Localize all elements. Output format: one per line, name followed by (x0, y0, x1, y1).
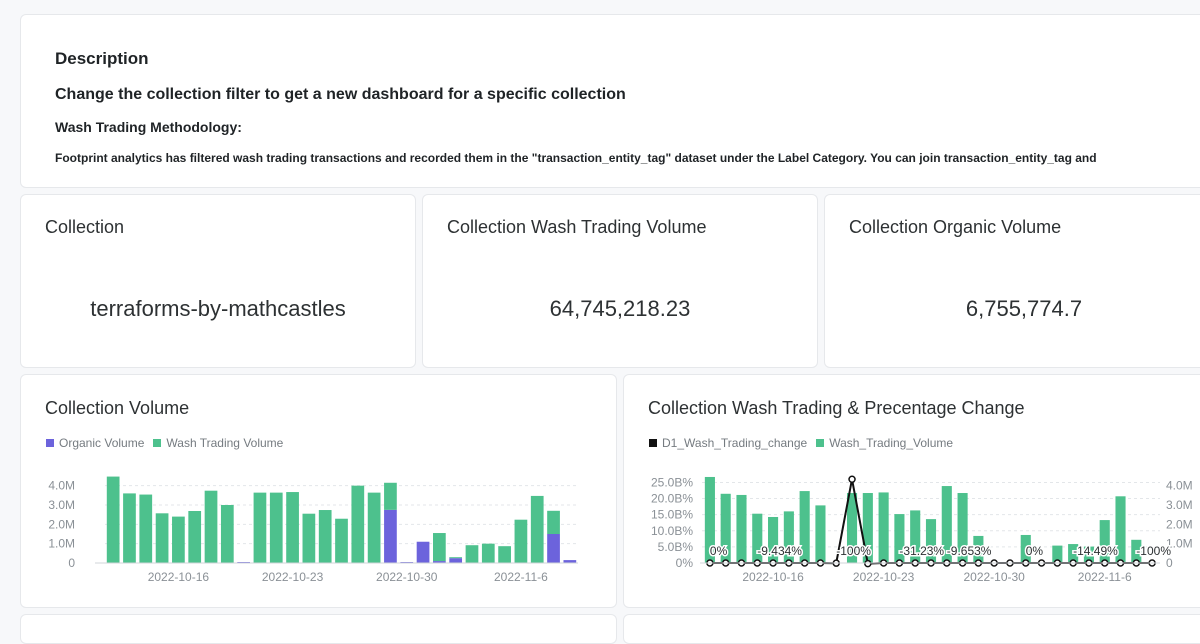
legend-swatch-change (649, 439, 657, 447)
bar-wash (449, 557, 462, 558)
kpi-value: 6,755,774.7 (825, 296, 1200, 322)
kpi-value: 64,745,218.23 (423, 296, 817, 322)
kpi-title: Collection Organic Volume (849, 217, 1061, 238)
line-point (865, 561, 871, 567)
y-tick-label: 0 (68, 556, 75, 570)
bar-wash (498, 546, 511, 562)
y-tick-label: 4.0M (48, 479, 75, 493)
bar-wash (482, 544, 495, 563)
legend-swatch-organic (46, 439, 54, 447)
data-label: 0% (710, 544, 728, 558)
legend-label-wash[interactable]: Wash Trading Volume (166, 436, 283, 450)
y-right-tick-label: 0 (1166, 556, 1173, 570)
data-label: -100% (1136, 544, 1171, 558)
y-left-tick-label: 25.0B% (651, 475, 693, 489)
data-label: -31.23% (899, 544, 944, 558)
x-tick-label: 2022-10-16 (742, 570, 804, 584)
bar-wash (286, 492, 299, 563)
chart-title: Collection Wash Trading & Precentage Cha… (648, 398, 1025, 419)
bar-wash (221, 505, 234, 563)
legend-swatch-wash (153, 439, 161, 447)
y-tick-label: 3.0M (48, 498, 75, 512)
line-point (849, 476, 855, 482)
methodology-title: Wash Trading Methodology: (55, 119, 1185, 135)
bar-organic (449, 558, 462, 563)
bar-wash (368, 493, 381, 563)
y-tick-label: 2.0M (48, 517, 75, 531)
bar-wash (270, 493, 283, 563)
data-label: -9.434% (757, 544, 802, 558)
data-label: -14.49% (1073, 544, 1118, 558)
x-tick-label: 2022-10-23 (853, 570, 915, 584)
bar-wash (736, 495, 746, 563)
bar-wash (466, 545, 479, 562)
chart-legend: Organic Volume Wash Trading Volume (46, 436, 292, 450)
kpi-title: Collection Wash Trading Volume (447, 217, 706, 238)
x-tick-label: 2022-10-30 (963, 570, 1025, 584)
y-tick-label: 1.0M (48, 537, 75, 551)
bar-organic (417, 542, 430, 563)
bar-organic (384, 510, 397, 563)
bar-organic (547, 534, 560, 563)
bar-wash (139, 495, 152, 563)
x-tick-label: 2022-10-30 (376, 570, 438, 584)
bar-wash (433, 533, 446, 561)
bar-wash (335, 519, 348, 563)
bar-wash (156, 513, 169, 562)
y-left-tick-label: 15.0B% (651, 508, 693, 522)
y-left-tick-label: 5.0B% (658, 540, 694, 554)
bar-wash (879, 492, 889, 563)
legend-label-change[interactable]: D1_Wash_Trading_change (662, 436, 807, 450)
kpi-collection-card: Collection terraforms-by-mathcastles (20, 194, 416, 368)
y-left-tick-label: 10.0B% (651, 524, 693, 538)
description-subheading: Change the collection filter to get a ne… (55, 86, 1185, 104)
methodology-body: Footprint analytics has filtered wash tr… (55, 149, 1135, 166)
x-tick-label: 2022-11-6 (1078, 570, 1132, 584)
description-heading: Description (55, 49, 1185, 69)
y-right-tick-label: 4.0M (1166, 479, 1193, 493)
bar-wash (351, 486, 364, 563)
bar-wash (188, 511, 201, 563)
legend-label-wash[interactable]: Wash_Trading_Volume (829, 436, 953, 450)
data-label: 0% (1026, 544, 1044, 558)
y-right-tick-label: 3.0M (1166, 498, 1193, 512)
next-card-right (623, 614, 1200, 644)
y-left-tick-label: 0% (676, 556, 694, 570)
legend-swatch-wash (816, 439, 824, 447)
bar-wash (319, 510, 332, 563)
description-card: Description Change the collection filter… (20, 14, 1200, 188)
x-tick-label: 2022-11-6 (494, 570, 548, 584)
bar-wash (815, 505, 825, 563)
bar-wash (107, 477, 120, 563)
kpi-value: terraforms-by-mathcastles (21, 296, 415, 322)
y-right-tick-label: 2.0M (1166, 517, 1193, 531)
kpi-title: Collection (45, 217, 124, 238)
kpi-wash-volume-card: Collection Wash Trading Volume 64,745,21… (422, 194, 818, 368)
bar-wash (515, 520, 528, 563)
bar-wash (205, 491, 218, 563)
next-card-left (20, 614, 617, 644)
collection-volume-card: 0 1.0M 2.0M 3.0M 4.0M 2022-10-16 2022-10-23 202… (20, 374, 617, 608)
data-label: -100% (836, 544, 871, 558)
bar-wash (384, 483, 397, 510)
bar-wash (123, 493, 136, 562)
bar-wash (303, 514, 316, 563)
bar-wash (547, 511, 560, 534)
bar-wash (254, 493, 267, 563)
legend-label-organic[interactable]: Organic Volume (59, 436, 144, 450)
chart-title: Collection Volume (45, 398, 189, 419)
kpi-organic-volume-card: Collection Organic Volume 6,755,774.7 (824, 194, 1200, 368)
x-tick-label: 2022-10-23 (262, 570, 324, 584)
bar-wash (531, 496, 544, 563)
bar-wash (172, 517, 185, 563)
x-tick-label: 2022-10-16 (148, 570, 210, 584)
chart-legend: D1_Wash_Trading_change Wash_Trading_Volu… (649, 436, 962, 450)
y-left-tick-label: 20.0B% (651, 492, 693, 506)
data-label: -9.653% (947, 544, 992, 558)
